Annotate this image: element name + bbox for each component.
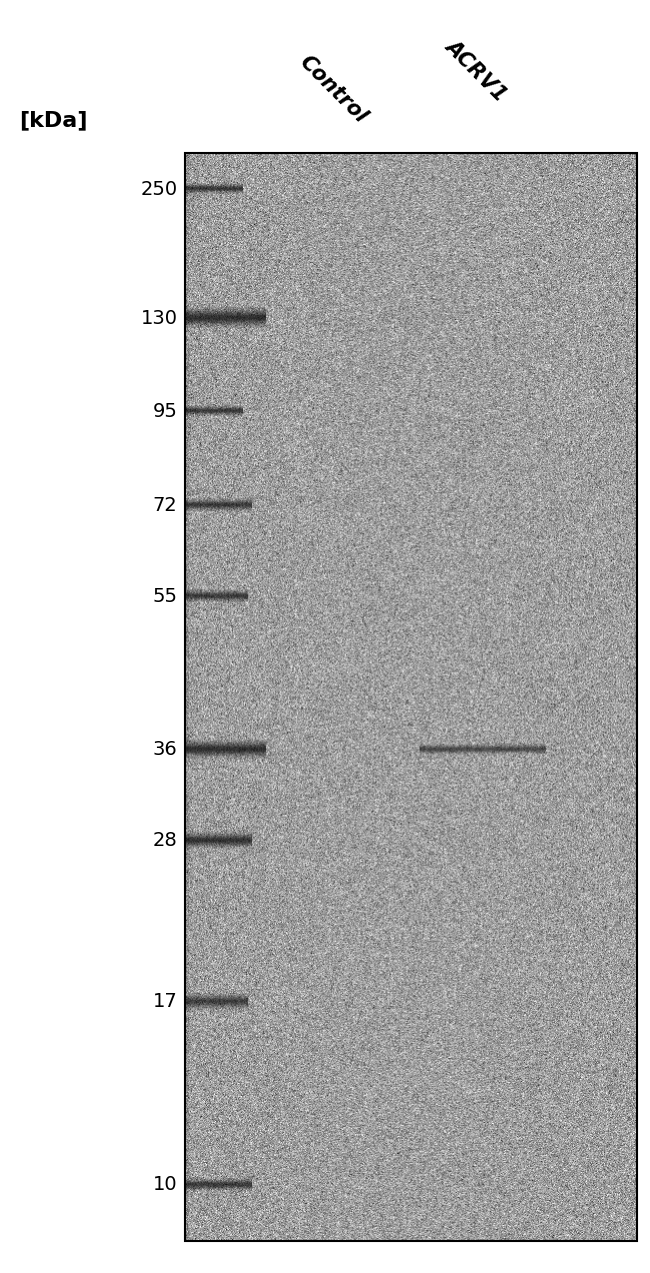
Text: 250: 250	[140, 181, 177, 200]
Text: 55: 55	[153, 587, 177, 606]
Text: 36: 36	[153, 740, 177, 759]
Text: Control: Control	[296, 52, 371, 127]
Text: ACRV1: ACRV1	[442, 36, 511, 104]
Text: [kDa]: [kDa]	[20, 109, 88, 130]
Bar	[185, 153, 637, 1241]
Text: 130: 130	[140, 308, 177, 327]
Text: 28: 28	[153, 831, 177, 850]
Text: 95: 95	[153, 402, 177, 421]
Text: 72: 72	[153, 496, 177, 514]
Text: 17: 17	[153, 992, 177, 1011]
Text: 10: 10	[153, 1175, 177, 1194]
